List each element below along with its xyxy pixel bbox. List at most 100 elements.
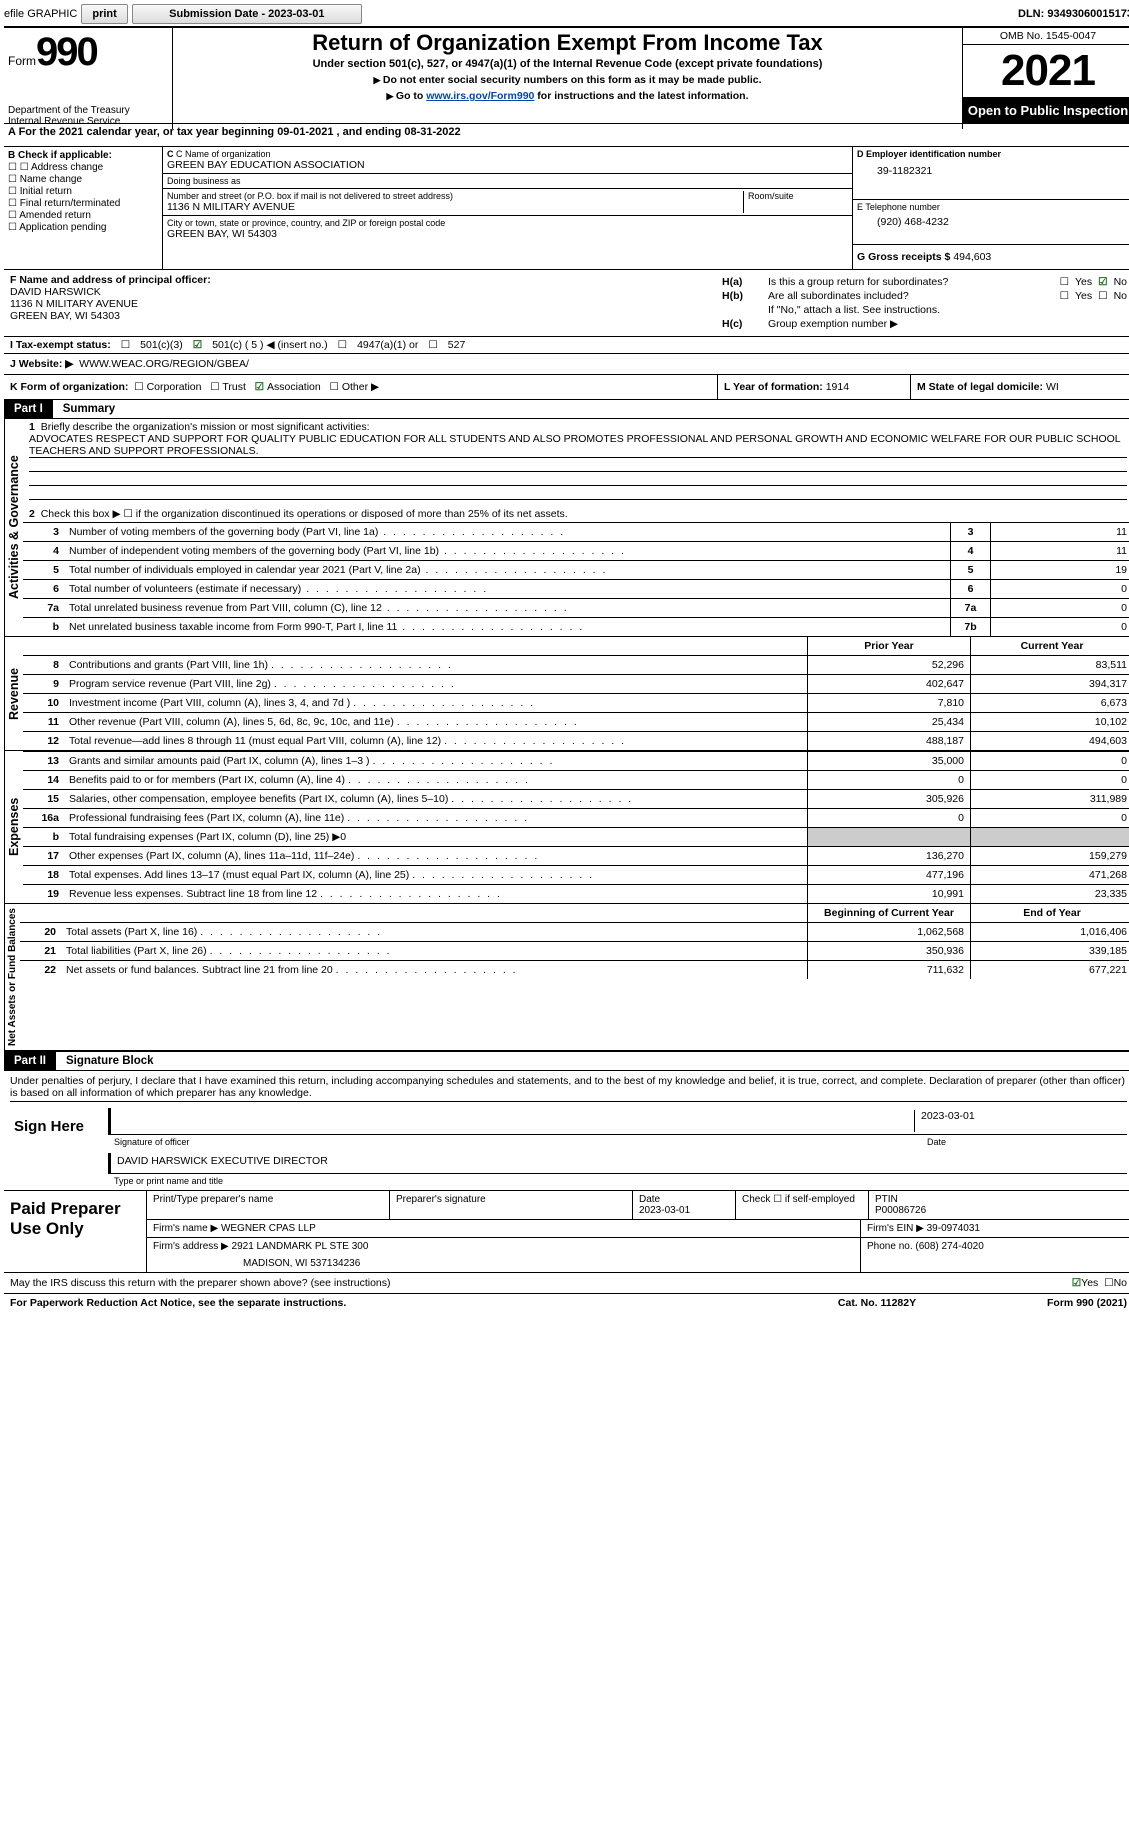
section-f-h: F Name and address of principal officer:… (4, 269, 1129, 336)
line-20-current: 1,016,406 (970, 923, 1129, 941)
line-17-prior: 136,270 (807, 847, 970, 865)
line-10-current: 6,673 (970, 694, 1129, 712)
line-b-prior (807, 828, 970, 846)
line-6: 6 Total number of volunteers (estimate i… (23, 579, 1129, 598)
line-19-current: 23,335 (970, 885, 1129, 903)
line-17-current: 159,279 (970, 847, 1129, 865)
signature-block: Under penalties of perjury, I declare th… (4, 1071, 1129, 1190)
state-domicile: WI (1046, 381, 1059, 393)
year-formation: 1914 (826, 381, 849, 393)
line-9: 9 Program service revenue (Part VIII, li… (23, 674, 1129, 693)
tax-exempt-status: I Tax-exempt status: ☐ 501(c)(3) 501(c) … (4, 336, 1129, 353)
top-toolbar: efile GRAPHIC print Submission Date - 20… (4, 4, 1129, 24)
submission-date-button[interactable]: Submission Date - 2023-03-01 (132, 4, 362, 24)
h-questions: H(a)Is this a group return for subordina… (716, 270, 1129, 336)
line-20: 20 Total assets (Part X, line 16) 1,062,… (20, 922, 1129, 941)
note-ssn: Do not enter social security numbers on … (179, 74, 956, 86)
line-18-current: 471,268 (970, 866, 1129, 884)
part2-header: Part IISignature Block (4, 1051, 1129, 1071)
revenue-section: Revenue Prior Year Current Year 8 Contri… (4, 637, 1129, 751)
form-word: Form (8, 54, 36, 68)
line-7a-value: 0 (990, 599, 1129, 617)
telephone: (920) 468-4232 (857, 212, 1129, 228)
line-13-current: 0 (970, 752, 1129, 770)
city-state-zip: GREEN BAY, WI 54303 (167, 228, 848, 240)
line-b-value: 0 (990, 618, 1129, 636)
ein: 39-1182321 (857, 159, 1129, 177)
line-21-current: 339,185 (970, 942, 1129, 960)
line-18: 18 Total expenses. Add lines 13–17 (must… (23, 865, 1129, 884)
ptin: P00086726 (875, 1205, 926, 1216)
line-6-value: 0 (990, 580, 1129, 598)
line-12: 12 Total revenue—add lines 8 through 11 … (23, 731, 1129, 750)
line-21: 21 Total liabilities (Part X, line 26) 3… (20, 941, 1129, 960)
line-14-current: 0 (970, 771, 1129, 789)
paid-preparer: Paid Preparer Use Only Print/Type prepar… (4, 1190, 1129, 1272)
firm-ein: 39-0974031 (927, 1223, 980, 1234)
line-22: 22 Net assets or fund balances. Subtract… (20, 960, 1129, 979)
line-5-value: 19 (990, 561, 1129, 579)
line-8: 8 Contributions and grants (Part VIII, l… (23, 655, 1129, 674)
line-10-prior: 7,810 (807, 694, 970, 712)
print-button[interactable]: print (81, 4, 127, 24)
gross-receipts: 494,603 (953, 251, 991, 263)
col-b-checkboxes: B Check if applicable: ☐ Address change … (4, 147, 163, 269)
line-14: 14 Benefits paid to or for members (Part… (23, 770, 1129, 789)
form-subtitle: Under section 501(c), 527, or 4947(a)(1)… (179, 58, 956, 70)
form-number: 990 (36, 30, 97, 74)
line-9-prior: 402,647 (807, 675, 970, 693)
header-center: Return of Organization Exempt From Incom… (173, 28, 962, 129)
row-a-tax-year: A For the 2021 calendar year, or tax yea… (4, 123, 1129, 140)
activities-governance: Activities & Governance 1 Briefly descri… (4, 419, 1129, 637)
firm-name: WEGNER CPAS LLP (221, 1223, 316, 1234)
entity-grid: B Check if applicable: ☐ Address change … (4, 146, 1129, 269)
line-b: b Total fundraising expenses (Part IX, c… (23, 827, 1129, 846)
row-k-l-m: K Form of organization: ☐ Corporation ☐ … (4, 374, 1129, 399)
line-20-prior: 1,062,568 (807, 923, 970, 941)
part1-header: Part ISummary (4, 399, 1129, 419)
open-inspection: Open to Public Inspection (963, 97, 1129, 124)
discuss-row: May the IRS discuss this return with the… (4, 1272, 1129, 1293)
principal-officer: F Name and address of principal officer:… (4, 270, 716, 336)
col-c-name-addr: C C Name of organization GREEN BAY EDUCA… (163, 147, 853, 269)
line-14-prior: 0 (807, 771, 970, 789)
line-16a-current: 0 (970, 809, 1129, 827)
line-16a: 16a Professional fundraising fees (Part … (23, 808, 1129, 827)
irs-link[interactable]: www.irs.gov/Form990 (426, 90, 534, 102)
firm-addr: 2921 LANDMARK PL STE 300 (232, 1241, 369, 1252)
mission-text: ADVOCATES RESPECT AND SUPPORT FOR QUALIT… (29, 433, 1127, 458)
line-8-prior: 52,296 (807, 656, 970, 674)
col-d-ein-tel: D Employer identification number 39-1182… (853, 147, 1129, 269)
expenses-section: Expenses 13 Grants and similar amounts p… (4, 751, 1129, 904)
line-13-prior: 35,000 (807, 752, 970, 770)
line-12-current: 494,603 (970, 732, 1129, 750)
line-13: 13 Grants and similar amounts paid (Part… (23, 751, 1129, 770)
line-4: 4 Number of independent voting members o… (23, 541, 1129, 560)
line-5: 5 Total number of individuals employed i… (23, 560, 1129, 579)
line-12-prior: 488,187 (807, 732, 970, 750)
line-16a-prior: 0 (807, 809, 970, 827)
line-8-current: 83,511 (970, 656, 1129, 674)
header-right: OMB No. 1545-0047 2021 Open to Public In… (962, 28, 1129, 129)
line-9-current: 394,317 (970, 675, 1129, 693)
officer-name: DAVID HARSWICK EXECUTIVE DIRECTOR (117, 1155, 328, 1171)
footer: For Paperwork Reduction Act Notice, see … (4, 1293, 1129, 1312)
line-10: 10 Investment income (Part VIII, column … (23, 693, 1129, 712)
website-url: WWW.WEAC.ORG/REGION/GBEA/ (79, 358, 249, 370)
form-title: Return of Organization Exempt From Incom… (179, 30, 956, 56)
line-22-prior: 711,632 (807, 961, 970, 979)
line-11-prior: 25,434 (807, 713, 970, 731)
street-address: 1136 N MILITARY AVENUE (167, 201, 743, 213)
dln-label: DLN: 93493060015173 (1018, 8, 1129, 20)
line-17: 17 Other expenses (Part IX, column (A), … (23, 846, 1129, 865)
header-left: Form990 Department of the Treasury Inter… (4, 28, 173, 129)
line-3: 3 Number of voting members of the govern… (23, 522, 1129, 541)
line-19: 19 Revenue less expenses. Subtract line … (23, 884, 1129, 903)
line-18-prior: 477,196 (807, 866, 970, 884)
line-22-current: 677,221 (970, 961, 1129, 979)
line-4-value: 11 (990, 542, 1129, 560)
line-21-prior: 350,936 (807, 942, 970, 960)
form-header: Form990 Department of the Treasury Inter… (4, 26, 1129, 129)
efile-label: efile GRAPHIC (4, 8, 77, 20)
line-7a: 7a Total unrelated business revenue from… (23, 598, 1129, 617)
